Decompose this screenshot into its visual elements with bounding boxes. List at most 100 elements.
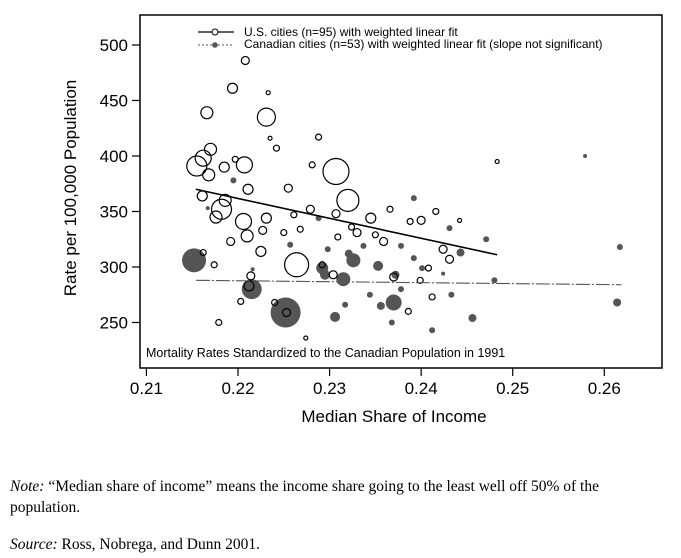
us-city-point (303, 335, 309, 341)
canadian-city-point (398, 286, 404, 293)
us-city-point (416, 215, 426, 225)
us-city-point (210, 261, 218, 269)
canadian-city-point (241, 279, 262, 300)
legend-us-marker (211, 28, 219, 36)
canadian-city-point (360, 242, 367, 249)
us-city-point (258, 225, 268, 235)
us-city-point (308, 161, 316, 169)
us-city-point (432, 207, 440, 216)
y-tick-label: 450 (100, 91, 128, 110)
us-city-point (237, 297, 245, 305)
canadian-city-point (468, 314, 477, 323)
y-axis-label: Rate per 100,000 Population (61, 80, 80, 296)
canadian-city-point (376, 301, 385, 310)
y-tick-label: 250 (100, 313, 128, 332)
us-city-point (494, 158, 500, 165)
canadian-city-point (483, 236, 490, 243)
us-city-point (267, 135, 273, 141)
us-city-point (209, 210, 223, 224)
us-city-point (404, 307, 412, 315)
canadian-city-point (270, 297, 301, 328)
source-text: Ross, Nobrega, and Dunn 2001. (57, 536, 260, 553)
canadian-city-point (330, 311, 341, 322)
y-tick-label: 500 (100, 36, 128, 55)
legend-canada-label: Canadian cities (n=53) with weighted lin… (244, 37, 603, 51)
us-city-point (379, 236, 389, 247)
us-city-point (218, 161, 230, 173)
us-city-point (226, 236, 236, 247)
us-city-point (322, 157, 350, 186)
canadian-city-point (391, 270, 400, 279)
canadian-city-point (410, 255, 417, 262)
us-city-point (218, 193, 232, 207)
us-city-point (334, 233, 342, 241)
note-text: “Median share of income” means the incom… (10, 478, 599, 516)
us-fit-line (195, 188, 498, 256)
us-city-point (371, 231, 379, 239)
us-city-point (260, 212, 272, 224)
us-city-point (200, 106, 214, 120)
us-city-point (242, 183, 254, 195)
us-city-point (186, 155, 208, 177)
us-city-point (203, 142, 218, 156)
us-city-point (424, 264, 433, 272)
canadian-city-point (366, 291, 373, 298)
y-tick-label: 400 (100, 147, 128, 166)
us-city-point (240, 55, 250, 66)
us-city-point (280, 228, 288, 237)
x-tick-label: 0.23 (313, 379, 346, 398)
note-label: Note: (10, 478, 45, 495)
canadian-city-point (429, 327, 436, 334)
us-city-point (457, 217, 463, 223)
canadian-city-point (448, 291, 455, 298)
canadian-fit-line (195, 279, 622, 286)
us-city-point (284, 252, 310, 278)
canadian-city-point (441, 271, 446, 276)
legend-us-label: U.S. cities (n=95) with weighted linear … (244, 25, 458, 39)
canadian-city-point (398, 242, 404, 249)
canadian-city-point (613, 298, 622, 307)
us-city-point (215, 318, 223, 327)
us-city-point (406, 217, 414, 226)
us-city-point (296, 225, 304, 233)
us-city-point (231, 155, 239, 163)
us-city-point (226, 82, 239, 94)
x-tick-label: 0.24 (405, 379, 438, 398)
canadian-city-point (250, 267, 255, 272)
us-city-point (389, 272, 399, 282)
us-city-point (328, 270, 338, 280)
x-axis-ticks: 0.21 0.22 0.23 0.24 0.25 0.26 (130, 368, 621, 398)
source-label: Source: (10, 536, 58, 553)
us-city-point (428, 293, 436, 301)
legend: U.S. cities (n=95) with weighted linear … (198, 25, 603, 51)
us-city-point (255, 245, 267, 258)
y-tick-label: 350 (100, 202, 128, 221)
canadian-city-point (616, 244, 623, 251)
canadian-city-point (446, 225, 453, 232)
plot-frame (139, 14, 663, 369)
canadian-city-point (583, 153, 588, 158)
us-city-point (347, 223, 356, 231)
us-city-point (235, 156, 253, 174)
canadian-city-point (419, 265, 426, 272)
us-city-point (202, 168, 216, 182)
x-tick-label: 0.26 (588, 379, 621, 398)
canadian-city-point (346, 253, 361, 268)
us-city-point (271, 298, 279, 307)
us-city-point (246, 271, 256, 281)
us-city-point (283, 183, 293, 193)
x-tick-label: 0.22 (221, 379, 254, 398)
x-tick-label: 0.25 (496, 379, 529, 398)
us-city-point (336, 188, 360, 212)
us-city-point (318, 261, 326, 269)
x-tick-label: 0.21 (130, 379, 163, 398)
canadian-city-point (491, 277, 498, 284)
us-city-point (290, 211, 298, 219)
us-city-point (272, 144, 281, 152)
canadian-city-point (342, 301, 349, 308)
points-layer (182, 55, 623, 341)
canadian-city-point (373, 260, 384, 271)
canadian-city-point (182, 248, 207, 273)
us-city-point (240, 229, 254, 243)
